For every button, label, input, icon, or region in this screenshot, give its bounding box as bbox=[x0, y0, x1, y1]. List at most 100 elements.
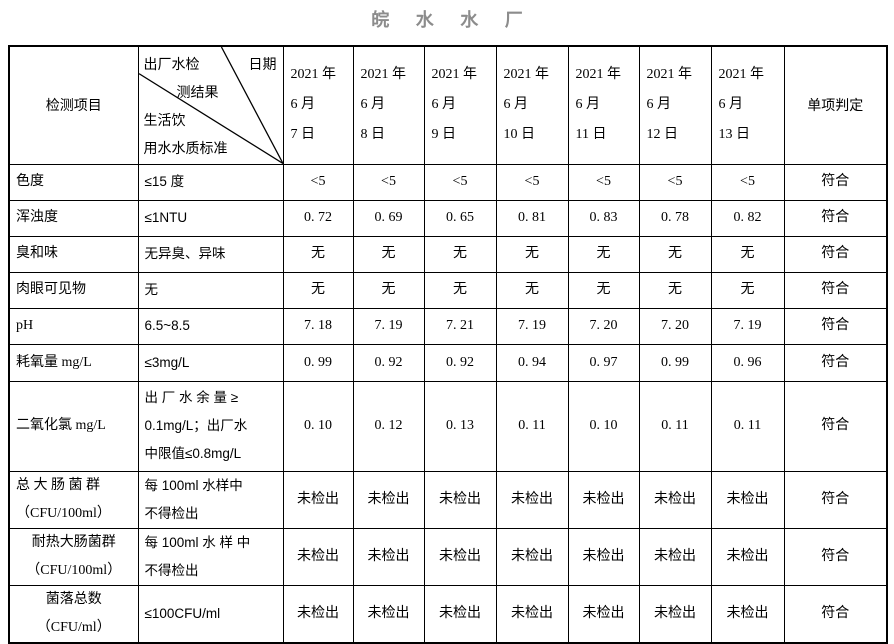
row-value: 0. 11 bbox=[495, 380, 569, 472]
date-header: 2021 年 6 月 8 日 bbox=[352, 45, 425, 165]
row-value-line: 0. 82 bbox=[733, 210, 762, 225]
judge-column-header: 单项判定 bbox=[783, 45, 888, 165]
date-header-line: 6 月 bbox=[718, 97, 744, 113]
row-judgement: 符合 bbox=[783, 307, 888, 345]
row-value: <5 bbox=[282, 163, 354, 201]
row-value-line: 未检出 bbox=[367, 491, 410, 507]
date-header-line: 8 日 bbox=[360, 127, 386, 143]
row-value: <5 bbox=[423, 163, 497, 201]
table-row: 肉眼可见物 无 无 无 无 无 无 无 无 符合 bbox=[8, 271, 888, 309]
row-value-line: 未检出 bbox=[297, 491, 339, 507]
row-value-line: 未检出 bbox=[367, 605, 410, 621]
row-value-line: 无 bbox=[596, 246, 611, 261]
row-value: 未检出 bbox=[710, 470, 785, 529]
row-judgement: 符合 bbox=[783, 235, 888, 273]
row-value: 0. 96 bbox=[710, 343, 785, 382]
row-value: 未检出 bbox=[423, 584, 497, 643]
row-label-line: （CFU/100ml） bbox=[16, 505, 111, 521]
table-body: 色度 ≤15 度 <5 <5 <5 <5 <5 <5 <5 符合 浑浊度 ≤1NTU 0. 72 0. 6… bbox=[8, 163, 888, 643]
diag-label-result-1: 出厂水检 bbox=[143, 58, 200, 73]
row-value-line: 未检出 bbox=[439, 491, 481, 507]
row-value-line: <5 bbox=[740, 174, 755, 189]
row-value: 未检出 bbox=[495, 470, 569, 529]
row-value: 7. 18 bbox=[282, 307, 354, 345]
row-value: 0. 99 bbox=[282, 343, 354, 382]
table-row: pH 6.5~8.5 7. 18 7. 19 7. 21 7. 19 7. 20 7. 20 7… bbox=[8, 307, 888, 345]
row-value-line: 0. 10 bbox=[589, 418, 618, 433]
row-value: 无 bbox=[352, 271, 425, 309]
row-value-line: <5 bbox=[596, 174, 611, 189]
row-value: 未检出 bbox=[282, 527, 354, 586]
row-value-line: 无 bbox=[311, 246, 325, 261]
row-judgement-line: 符合 bbox=[821, 282, 850, 297]
row-standard-line: 中限值≤0.8mg/L bbox=[144, 446, 242, 461]
row-value-line: 未检出 bbox=[654, 491, 696, 507]
date-header-line: 2021 年 bbox=[718, 67, 765, 83]
row-value-line: <5 bbox=[452, 174, 468, 189]
row-value-line: 0. 94 bbox=[518, 354, 546, 370]
row-value: 无 bbox=[710, 235, 785, 273]
corner-header-items: 检测项目 bbox=[8, 45, 139, 165]
row-value: 无 bbox=[710, 271, 785, 309]
row-value: 0. 92 bbox=[423, 343, 497, 382]
row-judgement-line: 符合 bbox=[821, 318, 850, 333]
row-value-line: 0. 96 bbox=[733, 354, 762, 370]
row-value-line: 未检出 bbox=[297, 605, 339, 621]
row-value: 未检出 bbox=[710, 584, 785, 643]
diag-label-date: 日期 bbox=[248, 58, 277, 73]
row-label: 耗氧量 mg/L bbox=[8, 343, 139, 382]
row-value: 0. 12 bbox=[352, 380, 425, 472]
row-value: 0. 92 bbox=[352, 343, 425, 382]
row-value: 无 bbox=[495, 271, 569, 309]
row-value-line: 未检出 bbox=[367, 548, 410, 564]
row-value: 0. 69 bbox=[352, 199, 425, 237]
table-row: 色度 ≤15 度 <5 <5 <5 <5 <5 <5 <5 符合 bbox=[8, 163, 888, 201]
row-label-line: 耗氧量 mg/L bbox=[16, 354, 92, 370]
row-value: 0. 13 bbox=[423, 380, 497, 472]
row-value: 未检出 bbox=[567, 584, 640, 643]
row-standard: 6.5~8.5 bbox=[137, 307, 284, 345]
row-judgement: 符合 bbox=[783, 271, 888, 309]
row-judgement: 符合 bbox=[783, 163, 888, 201]
row-value-line: 未检出 bbox=[654, 548, 696, 564]
date-header-line: 6 月 bbox=[646, 97, 672, 113]
row-value-line: 未检出 bbox=[726, 605, 769, 621]
row-value-line: 0. 83 bbox=[589, 210, 618, 225]
row-value: 无 bbox=[638, 271, 712, 309]
row-standard-line: ≤100CFU/ml bbox=[144, 605, 221, 621]
row-standard-line: 不得检出 bbox=[144, 505, 199, 521]
row-value-line: 未检出 bbox=[582, 548, 625, 564]
row-value: 0. 78 bbox=[638, 199, 712, 237]
row-value: 未检出 bbox=[567, 527, 640, 586]
date-header: 2021 年 6 月 12 日 bbox=[638, 45, 712, 165]
row-value: 未检出 bbox=[495, 527, 569, 586]
row-value-line: 未检出 bbox=[439, 605, 481, 621]
date-header-line: 2021 年 bbox=[575, 67, 622, 83]
row-judgement: 符合 bbox=[783, 199, 888, 237]
row-value-line: 0. 78 bbox=[661, 210, 689, 225]
row-value-line: 无 bbox=[740, 282, 755, 297]
row-label-line: pH bbox=[16, 318, 34, 333]
row-label-line: 二氧化氯 mg/L bbox=[16, 418, 106, 433]
row-judgement-line: 符合 bbox=[821, 605, 850, 621]
row-value: 0. 97 bbox=[567, 343, 640, 382]
row-value: 未检出 bbox=[710, 527, 785, 586]
table-row: 二氧化氯 mg/L 出 厂 水 余 量 ≥ 0.1mg/L；出厂水 中限值≤0.8mg… bbox=[8, 380, 888, 472]
row-standard-line: 无 bbox=[144, 282, 159, 297]
row-value: 无 bbox=[567, 271, 640, 309]
row-value: 未检出 bbox=[567, 470, 640, 529]
date-header-line: 7 日 bbox=[290, 127, 316, 143]
table-row: 臭和味 无异臭、异味 无 无 无 无 无 无 无 符合 bbox=[8, 235, 888, 273]
date-header-line: 2021 年 bbox=[431, 67, 478, 83]
row-value-line: 0. 92 bbox=[446, 354, 474, 370]
row-standard-line: ≤15 度 bbox=[144, 174, 185, 189]
date-header-line: 13 日 bbox=[718, 127, 751, 143]
row-standard: ≤3mg/L bbox=[137, 343, 284, 382]
row-value-line: 未检出 bbox=[654, 605, 696, 621]
row-value-line: 无 bbox=[668, 282, 682, 297]
table-row: 浑浊度 ≤1NTU 0. 72 0. 69 0. 65 0. 81 0. 83 0. 78 0.… bbox=[8, 199, 888, 237]
row-value: 7. 19 bbox=[352, 307, 425, 345]
date-header-line: 6 月 bbox=[290, 97, 316, 113]
row-value-line: 无 bbox=[381, 246, 396, 261]
row-value-line: 无 bbox=[453, 246, 467, 261]
